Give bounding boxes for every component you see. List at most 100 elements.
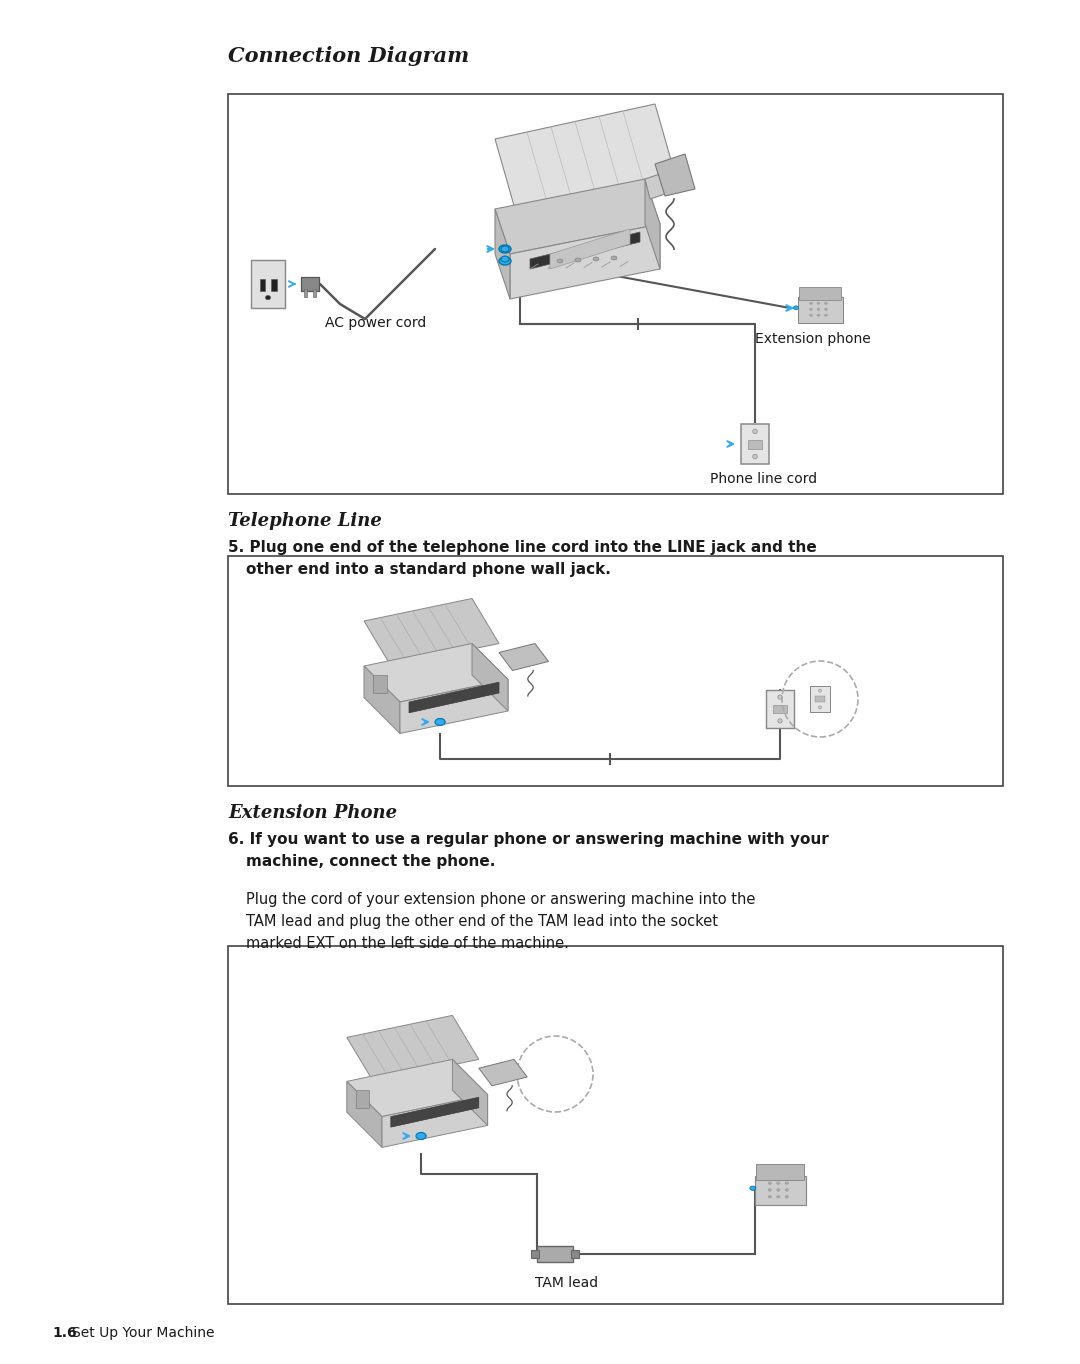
Polygon shape	[364, 666, 400, 734]
Bar	[747, 439, 762, 449]
Ellipse shape	[750, 1187, 756, 1191]
Text: Connection Diagram: Connection Diagram	[228, 46, 469, 65]
Bar	[228, 94, 1003, 494]
Polygon shape	[654, 154, 696, 196]
Polygon shape	[510, 224, 660, 299]
Polygon shape	[347, 1082, 382, 1147]
Ellipse shape	[810, 301, 812, 304]
Bar	[571, 1249, 579, 1258]
Text: 6. If you want to use a regular phone or answering machine with your: 6. If you want to use a regular phone or…	[228, 832, 828, 847]
Polygon shape	[550, 229, 630, 269]
Ellipse shape	[499, 246, 511, 252]
Bar	[303, 289, 308, 296]
Ellipse shape	[417, 1133, 426, 1139]
Text: 1.6: 1.6	[52, 1326, 77, 1339]
Ellipse shape	[810, 308, 812, 311]
Bar	[537, 1245, 573, 1262]
Bar	[773, 705, 787, 713]
Polygon shape	[478, 1060, 527, 1086]
Polygon shape	[347, 1015, 478, 1082]
Text: Phone line cord: Phone line cord	[710, 472, 818, 486]
Ellipse shape	[557, 259, 563, 263]
Text: Plug the cord of your extension phone or answering machine into the: Plug the cord of your extension phone or…	[246, 892, 755, 907]
Ellipse shape	[768, 1195, 771, 1198]
Ellipse shape	[768, 1181, 771, 1184]
Polygon shape	[645, 179, 660, 269]
Ellipse shape	[593, 256, 599, 261]
Polygon shape	[453, 1060, 487, 1125]
Text: AC power cord: AC power cord	[325, 316, 427, 330]
Bar	[755, 1176, 806, 1206]
Polygon shape	[364, 644, 508, 702]
Text: 5. Plug one end of the telephone line cord into the LINE jack and the: 5. Plug one end of the telephone line co…	[228, 540, 816, 555]
Ellipse shape	[824, 308, 827, 311]
Polygon shape	[382, 1094, 487, 1147]
Ellipse shape	[768, 1188, 771, 1191]
Bar	[741, 424, 769, 464]
Polygon shape	[499, 644, 549, 671]
Text: Extension phone: Extension phone	[755, 331, 870, 346]
Ellipse shape	[810, 314, 812, 316]
Ellipse shape	[266, 296, 271, 300]
Ellipse shape	[436, 719, 445, 724]
Text: TAM lead: TAM lead	[535, 1275, 598, 1290]
Polygon shape	[645, 169, 680, 199]
Bar	[259, 278, 265, 291]
Ellipse shape	[785, 1188, 788, 1191]
Ellipse shape	[435, 719, 445, 726]
Bar	[531, 1249, 539, 1258]
Ellipse shape	[777, 1195, 780, 1198]
Ellipse shape	[753, 454, 757, 458]
Polygon shape	[400, 679, 508, 734]
Bar	[815, 696, 825, 702]
Ellipse shape	[611, 256, 617, 261]
Ellipse shape	[499, 256, 511, 265]
Ellipse shape	[785, 1181, 788, 1184]
Bar	[313, 289, 316, 296]
Ellipse shape	[501, 256, 509, 262]
Text: other end into a standard phone wall jack.: other end into a standard phone wall jac…	[246, 562, 611, 577]
Bar	[373, 675, 387, 693]
Bar	[810, 686, 829, 712]
Ellipse shape	[777, 1181, 780, 1184]
Bar	[355, 1090, 368, 1108]
Text: Telephone Line: Telephone Line	[228, 512, 382, 531]
Bar	[228, 947, 1003, 1304]
Polygon shape	[530, 232, 640, 269]
Polygon shape	[347, 1060, 487, 1117]
Text: machine, connect the phone.: machine, connect the phone.	[246, 854, 496, 869]
Ellipse shape	[824, 314, 827, 316]
Ellipse shape	[824, 301, 827, 304]
Bar	[797, 296, 842, 323]
Bar	[301, 277, 319, 291]
Polygon shape	[409, 682, 499, 713]
Ellipse shape	[778, 696, 782, 700]
Bar	[251, 261, 285, 308]
Ellipse shape	[501, 246, 509, 252]
Ellipse shape	[794, 306, 798, 310]
Ellipse shape	[778, 719, 782, 723]
Ellipse shape	[416, 1132, 426, 1139]
Text: Set Up Your Machine: Set Up Your Machine	[72, 1326, 215, 1339]
Ellipse shape	[753, 430, 757, 434]
Text: Extension Phone: Extension Phone	[228, 803, 397, 822]
Ellipse shape	[819, 689, 822, 692]
Bar	[756, 1165, 804, 1180]
Polygon shape	[364, 599, 499, 666]
Bar	[767, 690, 794, 728]
Polygon shape	[495, 209, 510, 299]
Ellipse shape	[575, 258, 581, 262]
Ellipse shape	[816, 314, 820, 316]
Ellipse shape	[785, 1195, 788, 1198]
Ellipse shape	[816, 301, 820, 304]
Polygon shape	[391, 1097, 478, 1127]
Ellipse shape	[819, 707, 822, 709]
Bar	[228, 557, 1003, 786]
Bar	[271, 278, 276, 291]
Bar	[799, 286, 841, 300]
Ellipse shape	[777, 1188, 780, 1191]
Text: TAM lead and plug the other end of the TAM lead into the socket: TAM lead and plug the other end of the T…	[246, 914, 718, 929]
Polygon shape	[472, 644, 508, 711]
Polygon shape	[495, 179, 660, 254]
Ellipse shape	[816, 308, 820, 311]
